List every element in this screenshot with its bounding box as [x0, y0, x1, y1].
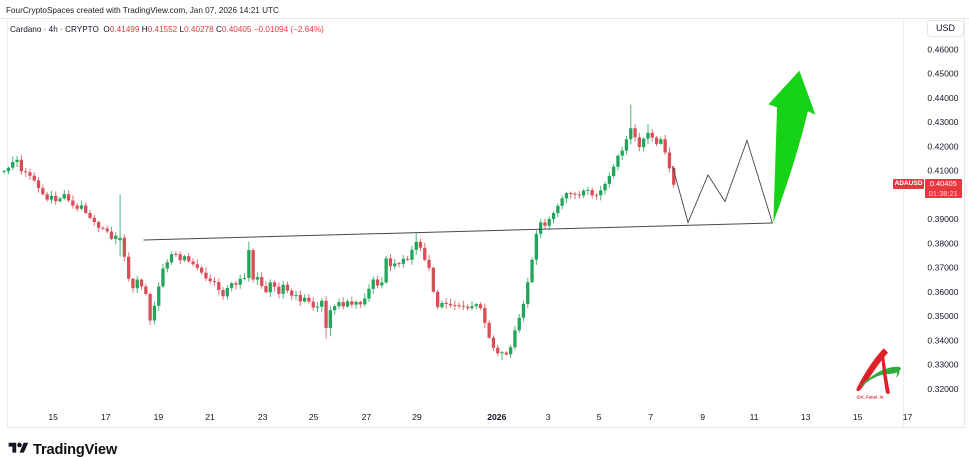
- svg-text:0.35000: 0.35000: [927, 311, 958, 321]
- svg-text:0.42000: 0.42000: [927, 141, 958, 151]
- svg-text:5: 5: [597, 412, 602, 422]
- svg-text:3: 3: [546, 412, 551, 422]
- svg-text:21: 21: [205, 412, 215, 422]
- svg-text:0.43000: 0.43000: [927, 117, 958, 127]
- svg-text:0.32000: 0.32000: [927, 384, 958, 394]
- svg-text:0.39000: 0.39000: [927, 214, 958, 224]
- svg-text:0.33000: 0.33000: [927, 360, 958, 370]
- svg-text:9: 9: [700, 412, 705, 422]
- svg-text:25: 25: [309, 412, 319, 422]
- svg-text:0.44000: 0.44000: [927, 93, 958, 103]
- svg-text:0.38000: 0.38000: [927, 238, 958, 248]
- svg-text:2026: 2026: [487, 412, 506, 422]
- svg-text:17: 17: [101, 412, 111, 422]
- svg-text:7: 7: [648, 412, 653, 422]
- svg-text:@X_Fausi_io: @X_Fausi_io: [857, 394, 884, 399]
- svg-text:0.37000: 0.37000: [927, 263, 958, 273]
- svg-text:27: 27: [362, 412, 372, 422]
- svg-text:0.46000: 0.46000: [927, 44, 958, 54]
- svg-text:29: 29: [412, 412, 422, 422]
- svg-text:0.36000: 0.36000: [927, 287, 958, 297]
- svg-text:15: 15: [853, 412, 863, 422]
- svg-text:0.41000: 0.41000: [927, 166, 958, 176]
- svg-text:17: 17: [903, 412, 913, 422]
- svg-text:0.34000: 0.34000: [927, 335, 958, 345]
- svg-text:19: 19: [154, 412, 164, 422]
- svg-text:11: 11: [750, 412, 759, 422]
- svg-text:13: 13: [801, 412, 811, 422]
- svg-text:15: 15: [48, 412, 58, 422]
- svg-text:0.45000: 0.45000: [927, 69, 958, 79]
- svg-text:23: 23: [258, 412, 268, 422]
